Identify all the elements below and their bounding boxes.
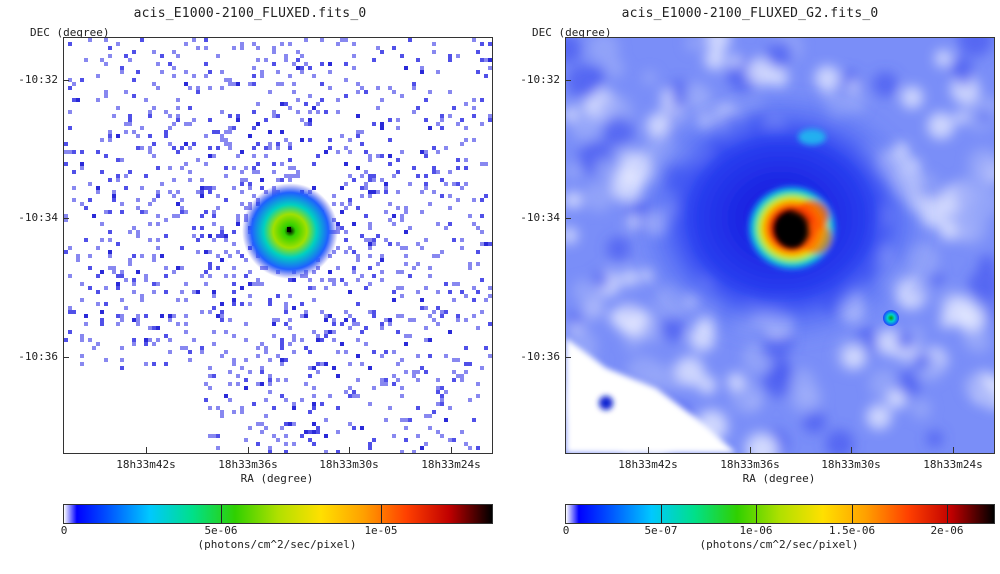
left-ytick-mark (63, 80, 69, 81)
left-image-panel: acis_E1000-2100_FLUXED.fits_0 DEC (degre… (18, 6, 493, 551)
right-edge-blob (599, 396, 613, 410)
left-ytick-label: -10:32 (18, 73, 58, 86)
left-dec-axis-label: DEC (degree) (30, 26, 110, 39)
left-xtick-mark (146, 447, 147, 453)
right-ytick-mark (565, 218, 571, 219)
right-colorbar-label: 2e-06 (930, 524, 964, 537)
left-colorbar-label: 5e-06 (204, 524, 238, 537)
right-ytick-mark (565, 357, 571, 358)
right-xtick-mark (750, 447, 751, 453)
right-colorbar-label: 5e-07 (644, 524, 678, 537)
right-panel-title: acis_E1000-2100_FLUXED_G2.fits_0 (621, 6, 879, 21)
right-xtick-mark (851, 447, 852, 453)
right-colorbar-tick (661, 505, 662, 523)
right-xtick-label: 18h33m30s (821, 458, 881, 471)
left-image-canvas[interactable] (63, 37, 493, 454)
right-xtick-label: 18h33m42s (618, 458, 678, 471)
right-source-peak (776, 212, 808, 248)
right-colorbar-unit: (photons/cm^2/sec/pixel) (699, 538, 859, 551)
right-colorbar-label: 0 (562, 524, 570, 537)
left-colorbar-unit: (photons/cm^2/sec/pixel) (197, 538, 357, 551)
left-noise-pixels (64, 38, 492, 453)
right-ytick-mark (565, 80, 571, 81)
left-source-peak (287, 227, 291, 232)
left-xtick-mark (248, 447, 249, 453)
right-image-panel: acis_E1000-2100_FLUXED_G2.fits_0 DEC (de… (500, 0, 1000, 574)
left-ytick-mark (63, 357, 69, 358)
left-panel-title: acis_E1000-2100_FLUXED.fits_0 (133, 6, 367, 21)
right-colorbar-label: 1.5e-06 (828, 524, 876, 537)
right-colorbar-tick (852, 505, 853, 523)
right-secondary-source (798, 129, 826, 145)
left-colorbar-label: 1e-05 (364, 524, 398, 537)
left-ra-axis-label: RA (degree) (240, 472, 314, 485)
left-colorbar-label: 0 (60, 524, 68, 537)
left-image-plot (64, 38, 492, 453)
left-colorbar-tick (221, 505, 222, 523)
right-ra-axis-label: RA (degree) (742, 472, 816, 485)
right-xtick-label: 18h33m24s (923, 458, 983, 471)
left-xtick-label: 18h33m24s (421, 458, 481, 471)
right-ytick-label: -10:32 (520, 73, 560, 86)
left-ytick-label: -10:36 (18, 350, 58, 363)
right-colorbar-label: 1e-06 (739, 524, 773, 537)
left-xtick-label: 18h33m30s (319, 458, 379, 471)
right-empty-region (566, 338, 736, 453)
left-ytick-mark (63, 218, 69, 219)
right-image-plot (566, 38, 994, 453)
left-colorbar (63, 504, 493, 524)
left-xtick-mark (349, 447, 350, 453)
left-xtick-label: 18h33m36s (218, 458, 278, 471)
right-colorbar-tick (947, 505, 948, 523)
left-xtick-label: 18h33m42s (116, 458, 176, 471)
right-ytick-label: -10:36 (520, 350, 560, 363)
right-colorbar (565, 504, 995, 524)
right-dec-axis-label: DEC (degree) (532, 26, 612, 39)
left-colorbar-tick (381, 505, 382, 523)
right-xtick-label: 18h33m36s (720, 458, 780, 471)
right-xtick-mark (648, 447, 649, 453)
right-ytick-label: -10:34 (520, 211, 560, 224)
right-colorbar-tick (756, 505, 757, 523)
left-ytick-label: -10:34 (18, 211, 58, 224)
right-image-canvas[interactable] (565, 37, 995, 454)
right-point-source (883, 310, 899, 326)
right-xtick-mark (953, 447, 954, 453)
left-xtick-mark (451, 447, 452, 453)
